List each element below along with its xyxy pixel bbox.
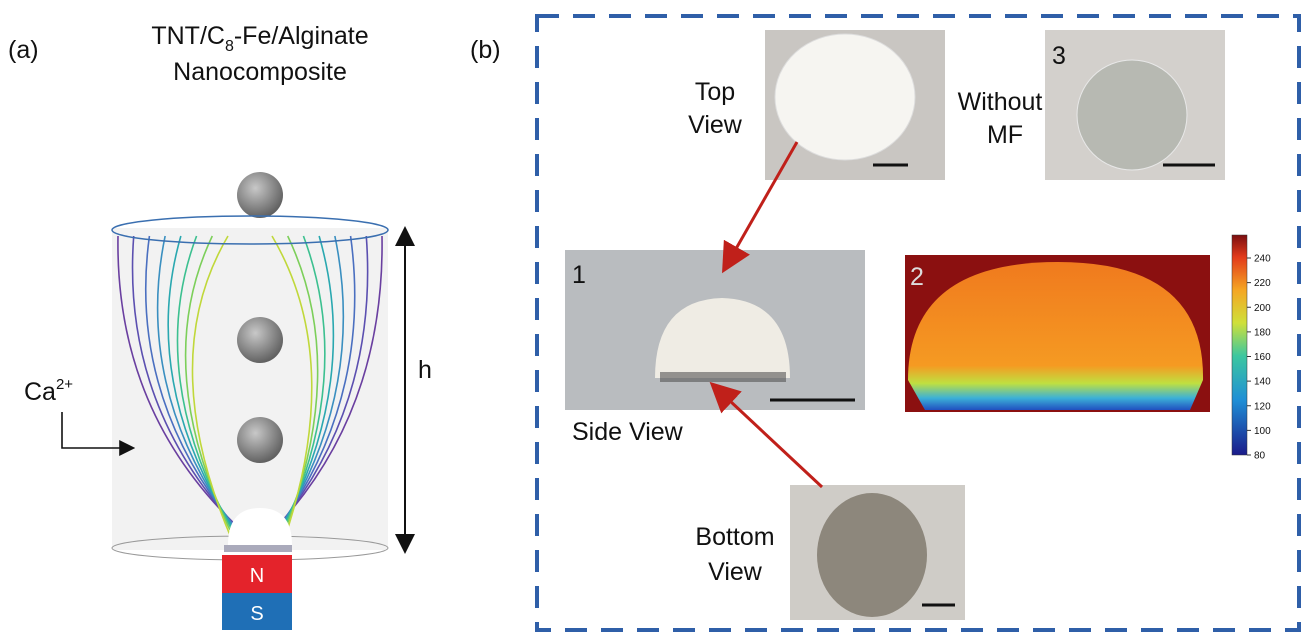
ion-charge: 2+ (56, 376, 73, 393)
height-label: h (418, 356, 432, 384)
magnet-label: S (250, 603, 263, 625)
title-line: Nanocomposite (173, 58, 347, 86)
title: TNT/C8-Fe/Alginate (151, 22, 368, 55)
plate (224, 545, 292, 552)
colorbar-tick-label: 120 (1254, 401, 1271, 412)
colorbar-tick-label: 100 (1254, 426, 1271, 437)
title-part: -Fe/Alginate (234, 22, 369, 50)
droplet-top (775, 34, 915, 160)
colorbar-tick-label: 220 (1254, 278, 1271, 289)
title-part: TNT/C (151, 22, 225, 50)
sphere (237, 417, 283, 463)
colorbar-tick-label: 80 (1254, 451, 1266, 462)
colorbar (1232, 235, 1247, 455)
colorbar-tick-label: 180 (1254, 327, 1271, 338)
caption: Without (958, 88, 1043, 116)
figure: (a) TNT/C8-Fe/Alginate Nanocomposite N S… (0, 0, 1306, 637)
caption: View (708, 558, 763, 586)
caption: Top (695, 78, 735, 106)
ion: Ca (24, 378, 56, 406)
colorbar-tick-label: 200 (1254, 303, 1271, 314)
cylinder (112, 228, 388, 550)
colorbar-tick-label: 160 (1254, 352, 1271, 363)
subscript: 8 (225, 38, 234, 55)
sphere (237, 317, 283, 363)
colorbar-tick-label: 240 (1254, 254, 1271, 265)
panel-number: 2 (910, 263, 924, 291)
panel-number: 1 (572, 261, 586, 289)
panel-label: (a) (8, 36, 39, 64)
caption: Side View (572, 418, 684, 446)
sphere (237, 172, 283, 218)
ion-label: Ca2+ (24, 376, 73, 406)
panel-label: (b) (470, 36, 501, 64)
colorbar-tick-label: 140 (1254, 377, 1271, 388)
panel-number: 3 (1052, 42, 1066, 70)
droplet-bottom (817, 493, 927, 617)
caption: Bottom (695, 523, 774, 551)
caption: View (688, 111, 743, 139)
colorbar-ticks: 80 100 120 140 160 180 200 220 240 (1247, 254, 1271, 462)
spikes (660, 372, 786, 382)
caption: MF (987, 121, 1023, 149)
magnet-label: N (250, 565, 264, 587)
droplet-clear (1077, 60, 1187, 170)
red-arrow (725, 142, 797, 268)
